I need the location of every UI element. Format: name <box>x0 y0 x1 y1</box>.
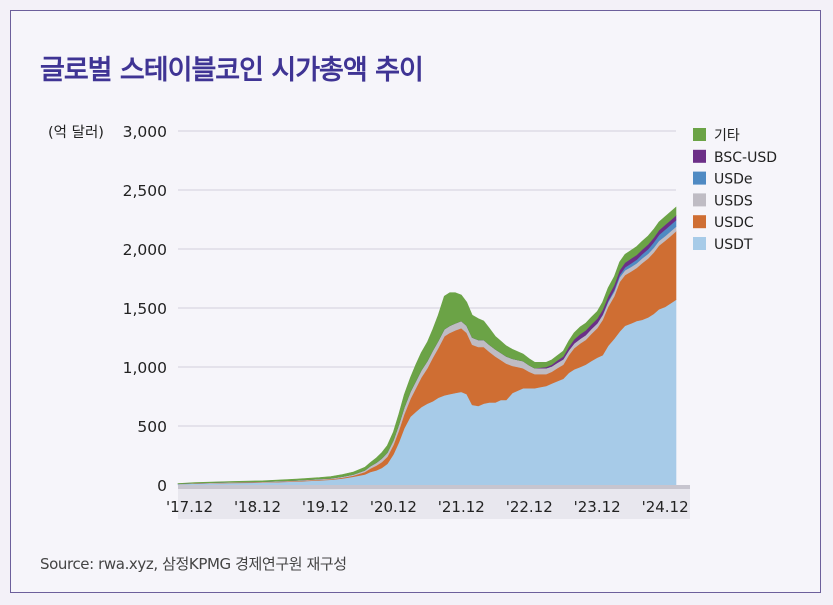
x-tick-label: '21.12 <box>438 498 485 516</box>
area-기타 <box>177 206 677 485</box>
y-tick-label: 1,500 <box>123 300 167 318</box>
legend-swatch <box>693 128 706 141</box>
legend-swatch <box>693 149 706 163</box>
axes: 0 500 1,000 1,500 2,000 2,500 3,000 (억 달러) '17.1… <box>48 123 690 519</box>
x-tick-label: '18.12 <box>234 498 281 516</box>
x-tick-label: '22.12 <box>506 498 553 516</box>
source-note: Source: rwa.xyz, 삼정KPMG 경제연구원 재구성 <box>40 555 347 573</box>
x-tick-label: '23.12 <box>574 498 621 516</box>
area-series <box>177 206 677 486</box>
y-tick-label: 1,000 <box>123 359 167 377</box>
legend-label: USDT <box>714 237 753 253</box>
x-tick-label: '17.12 <box>166 498 213 516</box>
x-tick-label: '19.12 <box>302 498 349 516</box>
x-tick-label: '20.12 <box>370 498 417 516</box>
legend-label: 기타 <box>714 128 740 144</box>
y-unit-label: (억 달러) <box>48 124 104 141</box>
x-tick-label: '24.12 <box>642 498 689 516</box>
y-tick-label: 3,000 <box>123 123 167 141</box>
legend: 기타 BSC-USD USDe USDS USDC USDT <box>693 128 777 253</box>
legend-swatch <box>693 215 706 229</box>
legend-swatch <box>693 237 706 250</box>
y-tick-label: 2,000 <box>123 241 167 259</box>
legend-swatch <box>693 171 706 185</box>
legend-swatch <box>693 193 706 207</box>
y-tick-label: 0 <box>157 477 167 495</box>
legend-label: BSC-USD <box>714 150 777 166</box>
legend-label: USDC <box>714 215 754 231</box>
x-axis-line <box>178 485 690 489</box>
legend-label: USDS <box>714 193 753 209</box>
y-tick-label: 2,500 <box>123 182 167 200</box>
x-axis-band <box>178 489 690 519</box>
legend-label: USDe <box>714 172 753 188</box>
y-tick-label: 500 <box>137 418 167 436</box>
page-title: 글로벌 스테이블코인 시가총액 추이 <box>40 55 424 86</box>
